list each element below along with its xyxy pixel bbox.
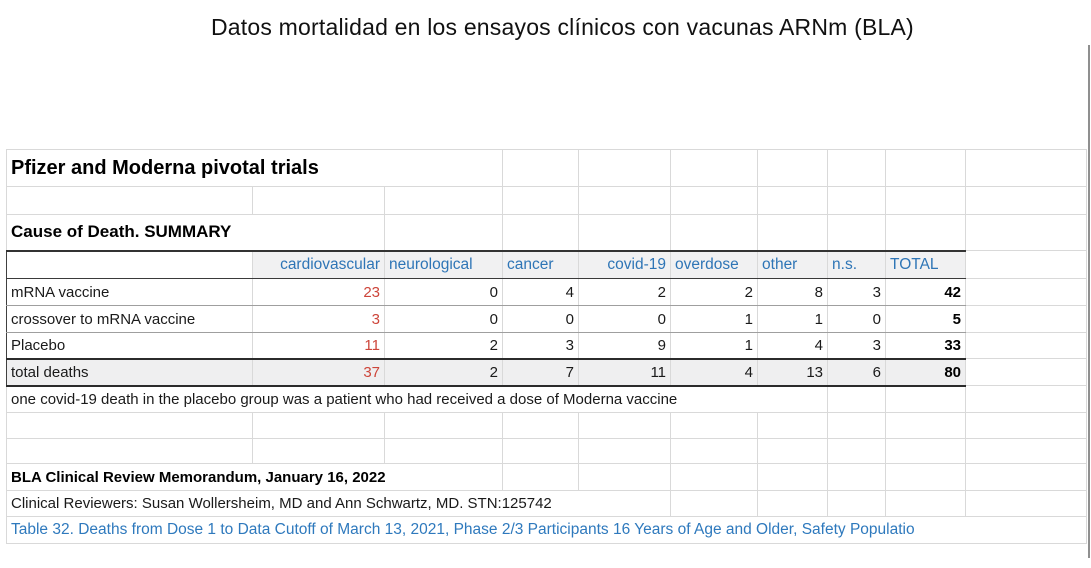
empty-row (6, 412, 1088, 439)
death-count-cell: 6 (827, 357, 887, 387)
death-count-cell: 9 (578, 332, 672, 359)
death-count-cell: 0 (827, 305, 887, 333)
subsection-title: Cause of Death. SUMMARY (6, 214, 385, 251)
death-count-cell: 4 (502, 278, 580, 306)
death-count-cell: 2 (384, 332, 504, 359)
death-count-cell: 37 (252, 357, 385, 387)
death-count-cell: 11 (252, 332, 385, 359)
empty-row (6, 186, 1088, 215)
row-total-cell: 42 (885, 278, 967, 306)
table-row-placebo: Placebo 11 2 3 9 1 4 3 33 (6, 332, 1088, 359)
page-title: Datos mortalidad en los ensayos clínicos… (211, 14, 914, 40)
frame-edge-line (1088, 45, 1090, 558)
row-label: Placebo (6, 332, 253, 359)
death-count-cell: 0 (384, 278, 504, 306)
section-title-row: Pfizer and Moderna pivotal trials (6, 149, 1088, 187)
col-header-total: TOTAL (885, 249, 967, 279)
column-header-row: cardiovascular neurological cancer covid… (6, 249, 1088, 279)
source-reference: BLA Clinical Review Memorandum, January … (6, 463, 504, 491)
spreadsheet: Pfizer and Moderna pivotal trials Cause … (6, 149, 1088, 544)
grand-total-cell: 80 (885, 357, 967, 387)
death-count-cell: 2 (578, 278, 672, 306)
death-count-cell: 2 (384, 357, 504, 387)
death-count-cell: 0 (384, 305, 504, 333)
caption-row: Table 32. Deaths from Dose 1 to Data Cut… (6, 516, 1088, 544)
reviewers-text: Clinical Reviewers: Susan Wollersheim, M… (6, 490, 672, 517)
empty-row (6, 438, 1088, 464)
table-caption: Table 32. Deaths from Dose 1 to Data Cut… (6, 516, 1088, 544)
table-row-mrna-vaccine: mRNA vaccine 23 0 4 2 2 8 3 42 (6, 278, 1088, 306)
death-count-cell: 0 (578, 305, 672, 333)
col-header-neurological: neurological (384, 249, 504, 279)
row-total-cell: 5 (885, 305, 967, 333)
death-count-cell: 7 (502, 357, 580, 387)
source-row-1: BLA Clinical Review Memorandum, January … (6, 463, 1088, 491)
row-label: total deaths (6, 357, 253, 387)
death-count-cell: 1 (670, 332, 759, 359)
death-count-cell: 3 (252, 305, 385, 333)
table-row-total-deaths: total deaths 37 2 7 11 4 13 6 80 (6, 357, 1088, 387)
table-row-crossover: crossover to mRNA vaccine 3 0 0 0 1 1 0 … (6, 305, 1088, 333)
spreadsheet-grid: Pfizer and Moderna pivotal trials Cause … (6, 149, 1088, 544)
death-count-cell: 11 (578, 357, 672, 387)
death-count-cell: 23 (252, 278, 385, 306)
col-header-covid19: covid-19 (578, 249, 672, 279)
death-count-cell: 4 (757, 332, 829, 359)
section-title: Pfizer and Moderna pivotal trials (6, 149, 504, 187)
note-row: one covid-19 death in the placebo group … (6, 385, 1088, 413)
col-header-cancer: cancer (502, 249, 580, 279)
subsection-title-row: Cause of Death. SUMMARY (6, 214, 1088, 251)
col-header-overdose: overdose (670, 249, 759, 279)
corner-cell (6, 249, 253, 279)
row-total-cell: 33 (885, 332, 967, 359)
death-count-cell: 1 (670, 305, 759, 333)
col-header-other: other (757, 249, 829, 279)
death-count-cell: 13 (757, 357, 829, 387)
row-label: mRNA vaccine (6, 278, 253, 306)
death-count-cell: 2 (670, 278, 759, 306)
death-count-cell: 8 (757, 278, 829, 306)
source-row-2: Clinical Reviewers: Susan Wollersheim, M… (6, 490, 1088, 517)
footnote-text: one covid-19 death in the placebo group … (6, 385, 829, 413)
death-count-cell: 0 (502, 305, 580, 333)
death-count-cell: 3 (827, 278, 887, 306)
col-header-ns: n.s. (827, 249, 887, 279)
col-header-cardiovascular: cardiovascular (252, 249, 385, 279)
death-count-cell: 3 (502, 332, 580, 359)
death-count-cell: 4 (670, 357, 759, 387)
row-label: crossover to mRNA vaccine (6, 305, 253, 333)
death-count-cell: 3 (827, 332, 887, 359)
death-count-cell: 1 (757, 305, 829, 333)
